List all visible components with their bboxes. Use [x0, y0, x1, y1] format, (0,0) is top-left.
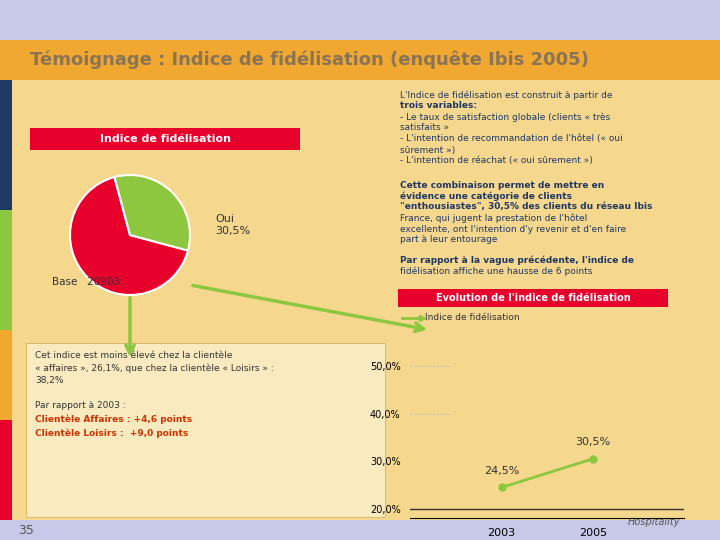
FancyBboxPatch shape — [0, 0, 720, 40]
Text: - L'intention de recommandation de l'hôtel (« oui: - L'intention de recommandation de l'hôt… — [400, 134, 623, 144]
FancyBboxPatch shape — [0, 40, 720, 80]
Text: Hospitality: Hospitality — [628, 517, 680, 527]
Text: Indice de fidélisation: Indice de fidélisation — [425, 314, 520, 322]
Text: sûrement »): sûrement ») — [400, 145, 455, 154]
Text: satisfaits »: satisfaits » — [400, 124, 449, 132]
Text: Cette combinaison permet de mettre en: Cette combinaison permet de mettre en — [400, 180, 604, 190]
Text: Témoignage : Indice de fidélisation (enquête Ibis 2005): Témoignage : Indice de fidélisation (enq… — [30, 51, 589, 69]
Text: Clientèle Affaires : +4,6 points: Clientèle Affaires : +4,6 points — [35, 414, 192, 424]
FancyBboxPatch shape — [0, 210, 12, 330]
Text: Par rapport à 2003 :: Par rapport à 2003 : — [35, 401, 125, 409]
FancyBboxPatch shape — [0, 80, 720, 520]
Text: 35: 35 — [18, 523, 34, 537]
FancyBboxPatch shape — [0, 80, 12, 210]
Text: Base   20903: Base 20903 — [52, 277, 120, 287]
Text: fidélisation affiche une hausse de 6 points: fidélisation affiche une hausse de 6 poi… — [400, 266, 593, 276]
Wedge shape — [114, 175, 190, 251]
Text: L'Indice de fidélisation est construit à partir de: L'Indice de fidélisation est construit à… — [400, 90, 613, 100]
Text: 24,5%: 24,5% — [484, 465, 519, 476]
Text: Par rapport à la vague précédente, l'indice de: Par rapport à la vague précédente, l'ind… — [400, 255, 634, 265]
Text: 30,5%: 30,5% — [575, 437, 611, 447]
Text: Cet indice est moins élevé chez la clientèle: Cet indice est moins élevé chez la clien… — [35, 350, 233, 360]
FancyBboxPatch shape — [30, 128, 300, 150]
Text: Evolution de l'indice de fidélisation: Evolution de l'indice de fidélisation — [436, 293, 631, 303]
FancyBboxPatch shape — [0, 420, 12, 520]
Text: part à leur entourage: part à leur entourage — [400, 235, 498, 245]
Text: Indice de fidélisation: Indice de fidélisation — [99, 134, 230, 144]
Text: 38,2%: 38,2% — [35, 376, 63, 386]
Wedge shape — [70, 177, 188, 295]
Text: trois variables:: trois variables: — [400, 102, 477, 111]
Text: ACCOR: ACCOR — [632, 505, 680, 518]
Text: excellente, ont l'intention d'y revenir et d'en faire: excellente, ont l'intention d'y revenir … — [400, 225, 626, 233]
Text: « affaires », 26,1%, que chez la clientèle « Loisirs » :: « affaires », 26,1%, que chez la clientè… — [35, 363, 274, 373]
Text: "enthousiastes", 30,5% des clients du réseau Ibis: "enthousiastes", 30,5% des clients du ré… — [400, 202, 652, 212]
FancyBboxPatch shape — [26, 343, 385, 517]
FancyBboxPatch shape — [398, 289, 668, 307]
Text: Oui
30,5%: Oui 30,5% — [215, 214, 250, 236]
Text: - Le taux de satisfaction globale (clients « très: - Le taux de satisfaction globale (clien… — [400, 112, 611, 122]
Text: évidence une catégorie de clients: évidence une catégorie de clients — [400, 191, 572, 201]
Text: Clientèle Loisirs :  +9,0 points: Clientèle Loisirs : +9,0 points — [35, 428, 188, 438]
FancyBboxPatch shape — [0, 330, 12, 420]
Text: - L'intention de réachat (« oui sûrement »): - L'intention de réachat (« oui sûrement… — [400, 157, 593, 165]
Text: France, qui jugent la prestation de l'hôtel: France, qui jugent la prestation de l'hô… — [400, 213, 588, 222]
